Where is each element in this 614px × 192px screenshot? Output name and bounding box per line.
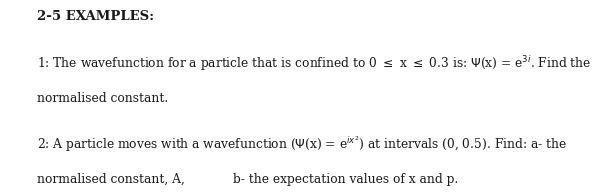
Text: 2: A particle moves with a wavefunction ($\Psi$(x) = e$^{ix^{2}}$) at intervals : 2: A particle moves with a wavefunction … <box>37 134 567 154</box>
Text: 2-5 EXAMPLES:: 2-5 EXAMPLES: <box>37 10 154 23</box>
Text: normalised constant, A,: normalised constant, A, <box>37 173 185 186</box>
Text: normalised constant.: normalised constant. <box>37 92 168 105</box>
Text: 1: The wavefunction for a particle that is confined to 0 $\leq$ x $\leq$ 0.3 is:: 1: The wavefunction for a particle that … <box>37 54 591 73</box>
Text: b- the expectation values of x and p.: b- the expectation values of x and p. <box>233 173 459 186</box>
